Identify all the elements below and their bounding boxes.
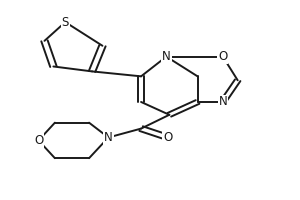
Text: N: N: [104, 131, 113, 144]
Text: O: O: [163, 131, 172, 144]
Text: O: O: [218, 50, 227, 63]
Text: N: N: [218, 95, 227, 108]
Text: O: O: [34, 134, 43, 147]
Text: N: N: [162, 50, 171, 63]
Text: S: S: [61, 16, 69, 29]
